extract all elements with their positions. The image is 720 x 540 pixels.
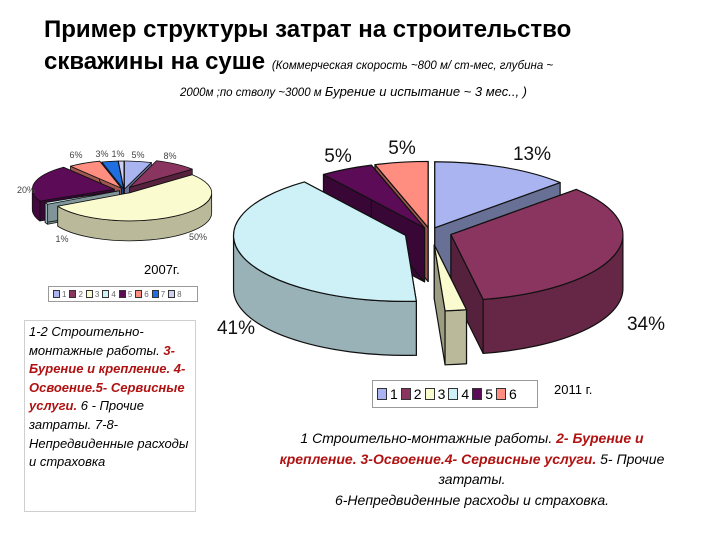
chart-2007-label-4: 1% bbox=[55, 234, 68, 244]
chart-2007-label-3: 50% bbox=[189, 232, 207, 242]
chart-2011-legend-swatch-1 bbox=[377, 388, 387, 400]
chart-2011-legend-label-4: 4 bbox=[461, 386, 470, 402]
page-title: Пример структуры затрат на строительство… bbox=[44, 14, 704, 82]
chart-2011-legend-item-2: 2 bbox=[400, 386, 422, 402]
chart-2007-legend-item-3: 3 bbox=[85, 289, 100, 299]
chart-2011-label-1: 13% bbox=[513, 144, 551, 165]
description-2007-part-2: 3- Бурение и крепление. 4- Освоение.5- С… bbox=[29, 342, 186, 414]
chart-2011-legend-item-6: 6 bbox=[495, 386, 517, 402]
chart-2011-legend-swatch-3 bbox=[424, 388, 435, 400]
chart-2007-label-6: 6% bbox=[69, 150, 82, 160]
chart-2007-legend-label-6: 6 bbox=[144, 289, 149, 299]
chart-2007-legend-item-5: 5 bbox=[118, 289, 133, 299]
chart-2007-legend-label-7: 7 bbox=[160, 289, 166, 299]
chart-2011-legend-item-1: 1 bbox=[377, 386, 398, 402]
chart-2007 bbox=[31, 160, 213, 242]
chart-2007-legend-swatch-3 bbox=[85, 290, 93, 298]
subtitle-part-3: Бурение и испытание ~ 3 мес.., ) bbox=[324, 84, 527, 99]
subtitle-part-1: (Коммерческая скорость ~800 м/ ст-мес, г… bbox=[271, 60, 554, 72]
chart-2011-legend-item-5: 5 bbox=[472, 386, 493, 402]
chart-2007-legend-item-8: 8 bbox=[168, 289, 182, 299]
chart-2011-legend-swatch-4 bbox=[448, 388, 459, 400]
description-2007: 1-2 Строительно-монтажные работы. 3- Бур… bbox=[24, 320, 196, 512]
chart-2007-slice-3 bbox=[57, 174, 213, 242]
chart-2007-legend-item-1: 1 bbox=[53, 290, 66, 299]
chart-2007-legend-item-7: 7 bbox=[151, 289, 166, 299]
description-2011: 1 Строительно-монтажные работы. 2- Бурен… bbox=[262, 428, 682, 510]
chart-2011-label-2: 34% bbox=[627, 314, 665, 335]
chart-2011 bbox=[232, 160, 624, 366]
description-2011-part-2: 2- Бурение и крепление. 3-Освоение.4- Се… bbox=[279, 430, 644, 467]
chart-2011-label-5: 5% bbox=[324, 146, 352, 167]
chart-2011-legend-swatch-2 bbox=[400, 388, 411, 400]
description-2011-part-3: 5- Прочие затраты. bbox=[438, 450, 665, 488]
subtitle-line: 2000м ;по стволу ~3000 м Бурение и испыт… bbox=[180, 84, 527, 99]
description-2007-part-3: 6 - Прочие затраты. 7-8-Непредвиденные р… bbox=[29, 398, 189, 470]
chart-2007-legend-label-2: 2 bbox=[78, 289, 83, 299]
chart-2011-legend-swatch-5 bbox=[472, 388, 483, 400]
description-2007-part-1: 1-2 Строительно-монтажные работы. bbox=[29, 324, 160, 358]
chart-2011-title: 2011 г. bbox=[554, 382, 593, 397]
chart-2011-legend-label-1: 1 bbox=[390, 386, 398, 402]
chart-2011-legend-label-2: 2 bbox=[413, 386, 422, 402]
chart-2011-legend-label-5: 5 bbox=[485, 386, 493, 402]
chart-2007-label-8: 1% bbox=[111, 149, 124, 159]
chart-2007-legend-label-1: 1 bbox=[62, 289, 67, 299]
chart-2007-legend-swatch-6 bbox=[135, 290, 143, 298]
chart-2007-legend-label-3: 3 bbox=[94, 289, 100, 299]
chart-2011-label-4: 41% bbox=[217, 318, 255, 339]
chart-2007-legend-swatch-4 bbox=[102, 290, 110, 298]
chart-2011-slice-3 bbox=[433, 244, 468, 366]
chart-2007-label-5: 20% bbox=[17, 185, 35, 195]
chart-2007-label-1: 5% bbox=[131, 150, 144, 160]
chart-2007-legend-swatch-8 bbox=[168, 290, 176, 298]
chart-2007-legend-swatch-7 bbox=[151, 290, 159, 298]
chart-2011-legend-swatch-6 bbox=[495, 388, 506, 400]
chart-2007-legend-item-6: 6 bbox=[135, 289, 149, 299]
subtitle-part-2: 2000м ;по стволу ~3000 м bbox=[180, 87, 322, 99]
title-line-1: Пример структуры затрат на строительство bbox=[44, 16, 572, 43]
chart-2011-legend-label-6: 6 bbox=[508, 386, 517, 402]
chart-2011-legend-item-4: 4 bbox=[448, 386, 469, 402]
chart-2007-legend-item-2: 2 bbox=[69, 289, 83, 299]
chart-2011-slice-4 bbox=[232, 181, 417, 356]
chart-2007-legend: 1 2 3 4 5 6 7 8 bbox=[48, 286, 198, 302]
description-2011-part-4: 6-Непредвиденные расходы и страховка. bbox=[334, 491, 609, 508]
chart-2007-legend-label-4: 4 bbox=[111, 289, 116, 299]
chart-2007-title: 2007г. bbox=[144, 262, 180, 277]
chart-2007-legend-swatch-5 bbox=[118, 290, 126, 298]
chart-2011-label-6: 5% bbox=[388, 138, 416, 159]
chart-2007-legend-label-5: 5 bbox=[127, 289, 133, 299]
title-line-2: скважины на суше bbox=[44, 48, 266, 75]
chart-2011-slice-2 bbox=[450, 188, 624, 355]
description-2011-part-1: 1 Строительно-монтажные работы. bbox=[300, 430, 553, 446]
chart-2011-legend-label-3: 3 bbox=[437, 386, 446, 402]
chart-2007-legend-label-8: 8 bbox=[177, 289, 182, 299]
chart-2007-label-2: 8% bbox=[163, 151, 176, 161]
chart-2007-legend-swatch-1 bbox=[53, 290, 60, 298]
chart-2007-legend-item-4: 4 bbox=[102, 289, 116, 299]
chart-2007-label-7: 3% bbox=[95, 149, 108, 159]
chart-2011-legend-item-3: 3 bbox=[424, 386, 446, 402]
chart-2007-legend-swatch-2 bbox=[69, 290, 77, 298]
